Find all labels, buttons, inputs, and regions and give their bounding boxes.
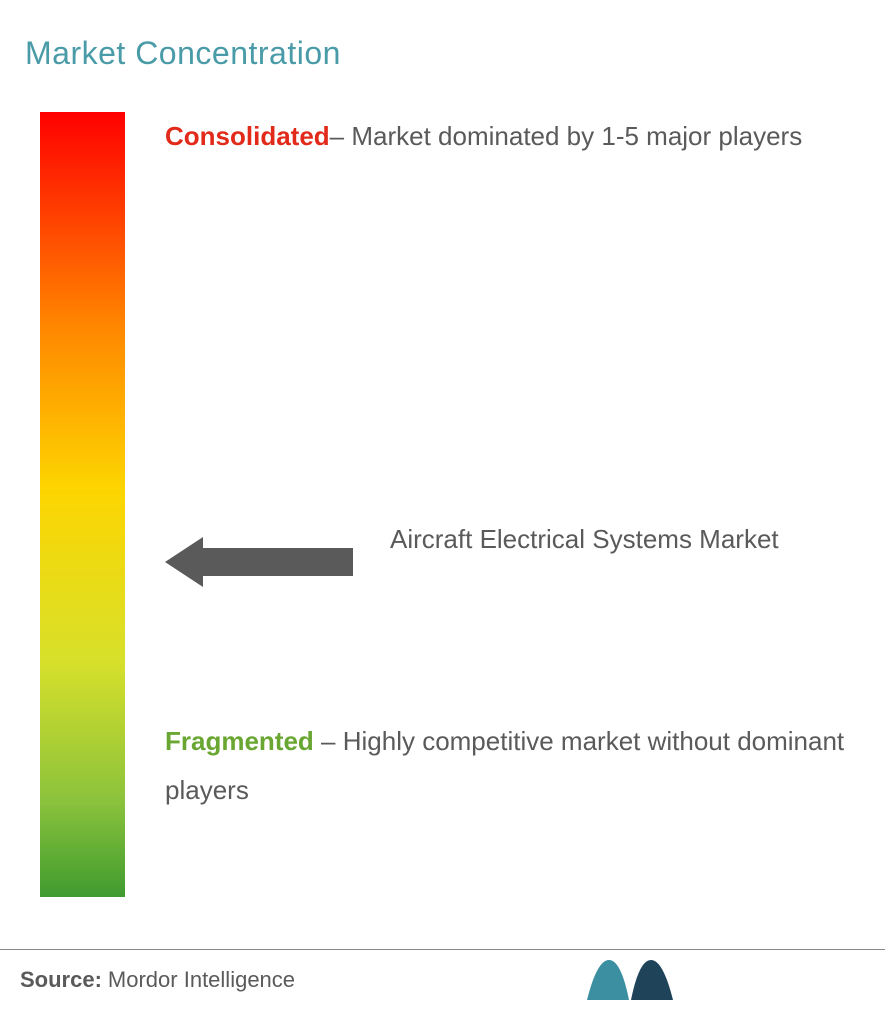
market-name-label: Aircraft Electrical Systems Market [390,520,779,559]
market-pointer-arrow [165,532,365,597]
concentration-gradient-bar [40,112,125,897]
infographic-container: Market Concentration Consolidated– Marke… [0,0,885,1009]
page-title: Market Concentration [25,35,860,72]
footer: Source: Mordor Intelligence [0,949,885,1009]
consolidated-term: Consolidated [165,121,330,151]
consolidated-desc: – Market dominated by 1-5 major players [330,121,803,151]
labels-area: Consolidated– Market dominated by 1-5 ma… [165,112,850,897]
content-area: Consolidated– Market dominated by 1-5 ma… [25,112,860,922]
source-label: Source: [20,967,102,993]
fragmented-label: Fragmented – Highly competitive market w… [165,717,850,816]
brand-logo-icon [585,958,675,1002]
source-value: Mordor Intelligence [108,967,295,993]
fragmented-term: Fragmented [165,726,314,756]
consolidated-label: Consolidated– Market dominated by 1-5 ma… [165,112,850,161]
